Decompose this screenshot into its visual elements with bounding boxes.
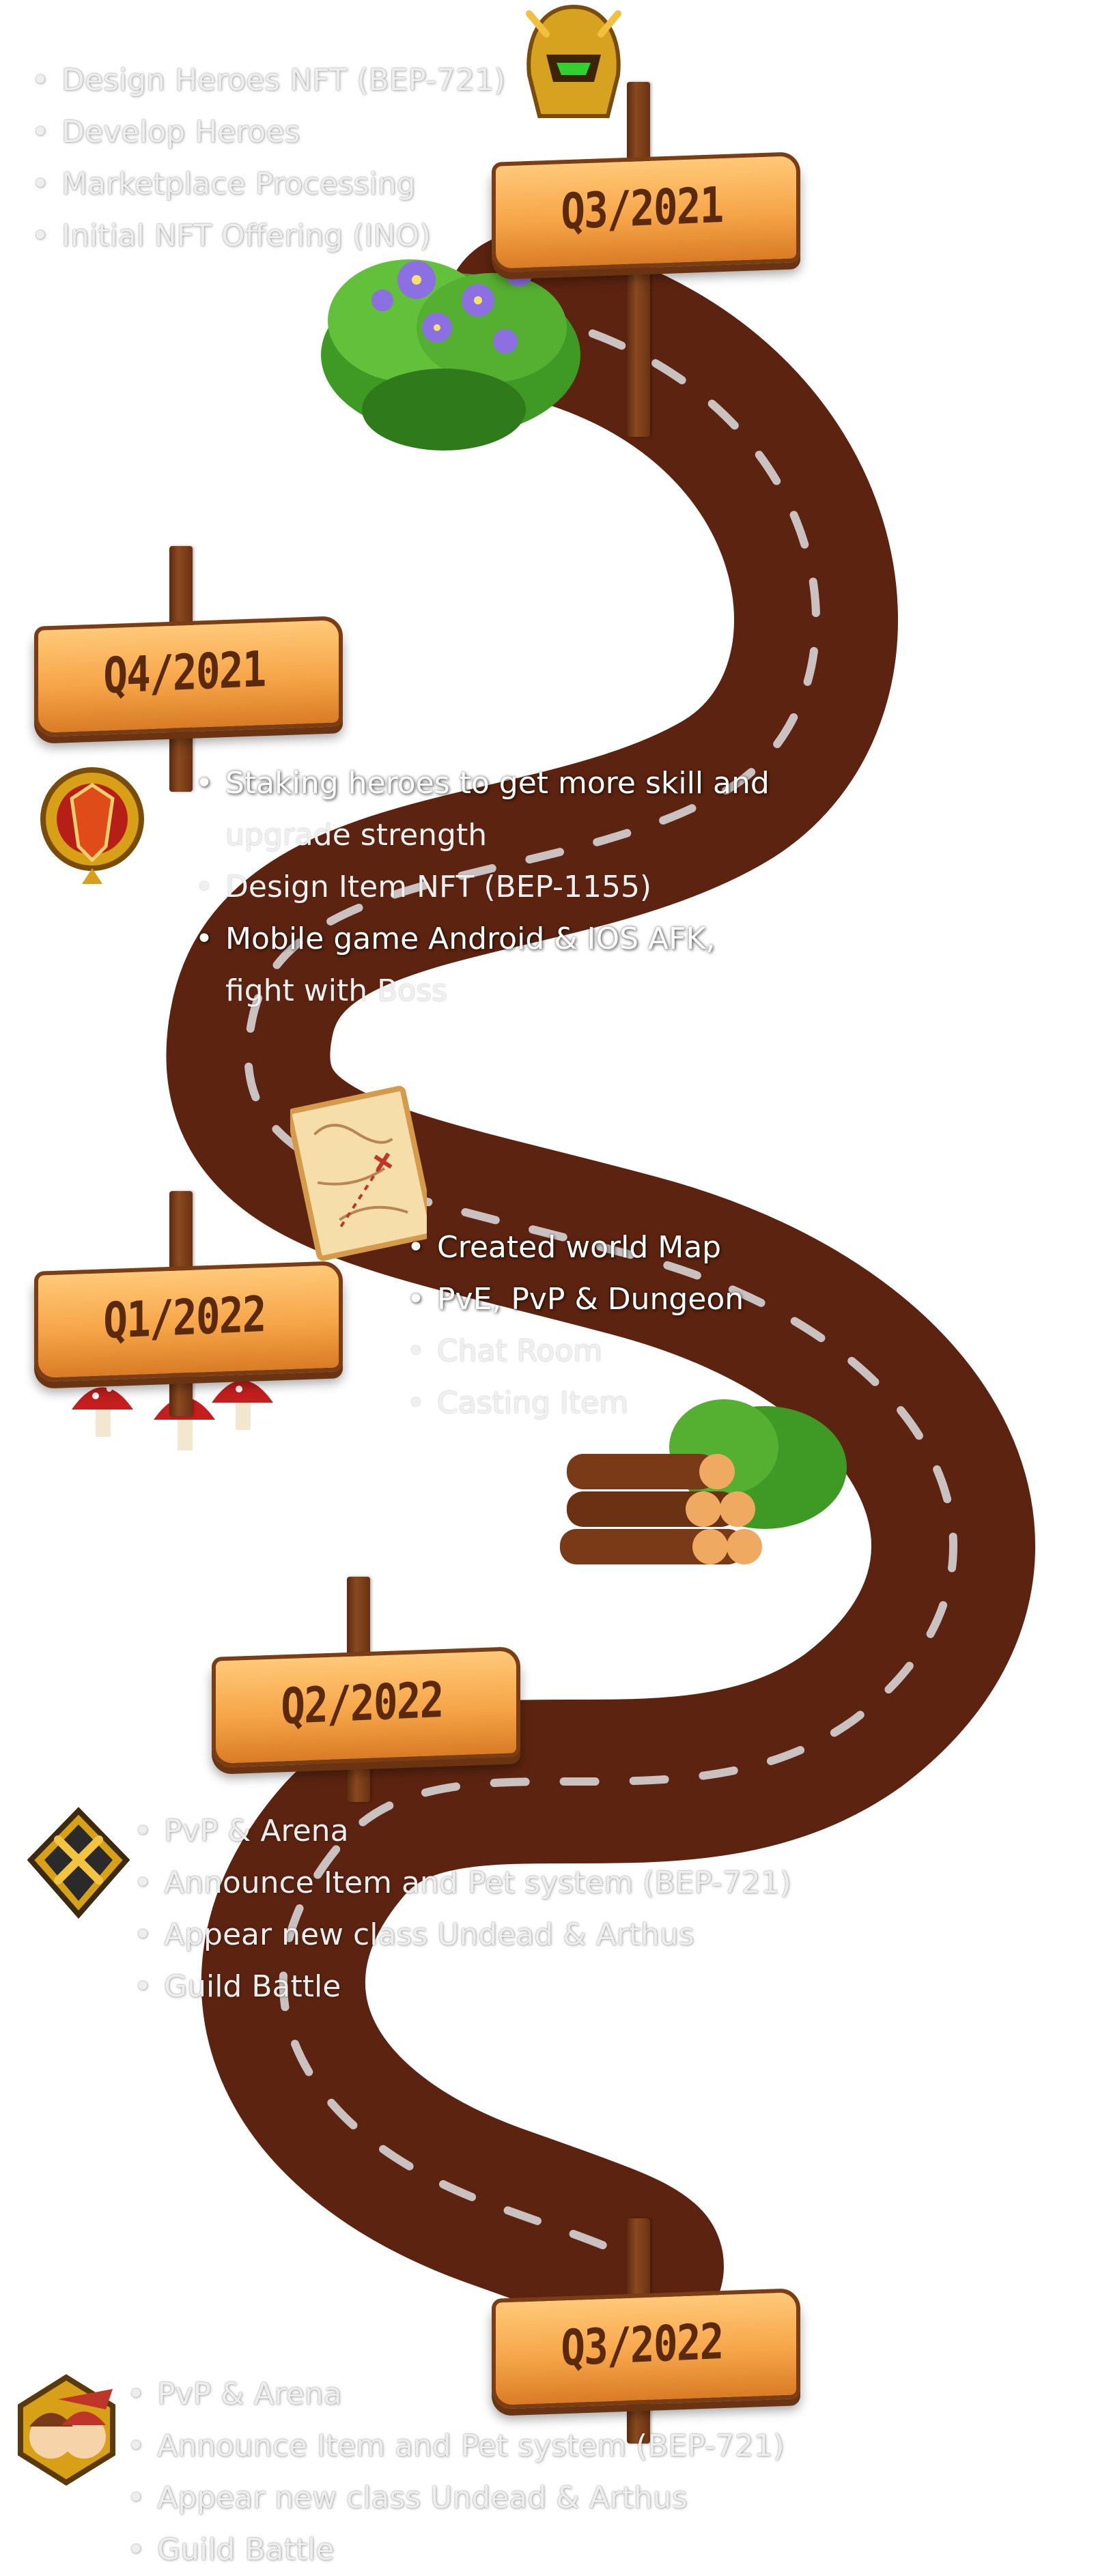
- milestone-item: PvP & Arena: [130, 1805, 791, 1857]
- milestone-item: Design Heroes NFT (BEP-721): [27, 55, 505, 106]
- milestone-label: Q3/2021: [561, 175, 723, 241]
- milestone-item: Chat Room: [403, 1326, 744, 1377]
- milestone-label: Q2/2022: [281, 1670, 443, 1736]
- golden-helmet-icon: [526, 4, 621, 118]
- milestone-item-continued: fight with Boss: [191, 965, 770, 1017]
- milestone-item: Guild Battle: [123, 2524, 785, 2576]
- milestone-items-q3-2022: PvP & Arena Announce Item and Pet system…: [123, 2369, 785, 2576]
- milestone-label: Q1/2022: [103, 1285, 266, 1350]
- milestone-item-continued: upgrade strength: [191, 810, 770, 861]
- milestone-item-text: fight with Boss: [225, 973, 448, 1008]
- heroes-portrait-icon: [18, 2374, 115, 2486]
- milestone-sign-q4-2021: Q4/2021: [34, 546, 343, 901]
- milestone-label: Q4/2021: [103, 640, 266, 705]
- milestone-item: Casting Item: [403, 1377, 744, 1429]
- milestone-item: Initial NFT Offering (INO): [27, 210, 505, 262]
- milestone-sign-q3-2021: Q3/2021: [492, 82, 800, 437]
- milestone-item: Mobile game Android & IOS AFK,: [191, 913, 770, 965]
- milestone-item: Appear new class Undead & Arthus: [130, 1909, 791, 1961]
- milestone-item: Marketplace Processing: [27, 158, 505, 210]
- shield-emblem-icon: [40, 767, 144, 884]
- milestone-items-q4-2021: Staking heroes to get more skill and upg…: [191, 758, 770, 1017]
- milestone-sign-q1-2022: Q1/2022: [34, 1191, 343, 1546]
- milestone-item: Staking heroes to get more skill and: [191, 758, 770, 810]
- milestone-item: Appear new class Undead & Arthus: [123, 2472, 785, 2524]
- milestone-item-text: upgrade strength: [225, 818, 488, 853]
- milestone-item: Design Item NFT (BEP-1155): [191, 861, 770, 913]
- milestone-items-q3-2021: Design Heroes NFT (BEP-721) Develop Hero…: [27, 55, 505, 262]
- mushroom-cluster-icon: [72, 1380, 273, 1450]
- milestone-sign-q2-2022: Q2/2022: [212, 1577, 520, 1932]
- milestone-items-q2-2022: PvP & Arena Announce Item and Pet system…: [130, 1805, 791, 2013]
- milestone-item: PvP & Arena: [123, 2369, 785, 2420]
- milestone-item: Announce Item and Pet system (BEP-721): [123, 2420, 785, 2472]
- milestone-item: Guild Battle: [130, 1961, 791, 2013]
- log-pile-icon: [560, 1399, 847, 1564]
- milestone-item: Announce Item and Pet system (BEP-721): [130, 1857, 791, 1909]
- treasure-map-icon: [290, 1085, 427, 1261]
- milestone-items-q1-2022: Created world Map PvE, PvP & Dungeon Cha…: [403, 1222, 744, 1429]
- crossed-swords-icon: [27, 1807, 130, 1919]
- milestone-item: Develop Heroes: [27, 106, 505, 158]
- milestone-item: PvE, PvP & Dungeon: [403, 1274, 744, 1326]
- milestone-item: Created world Map: [403, 1222, 744, 1274]
